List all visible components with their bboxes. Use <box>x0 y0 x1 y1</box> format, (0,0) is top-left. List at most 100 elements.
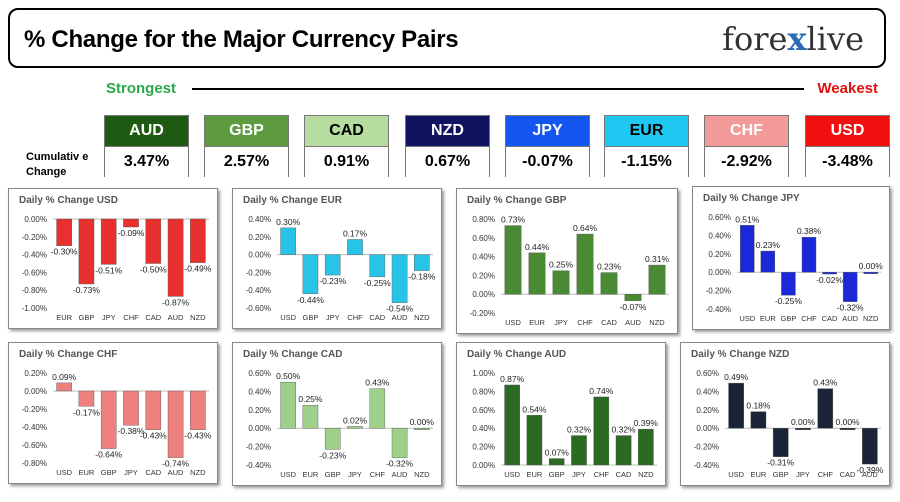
chart-panel-jpy: Daily % Change JPY 0.60% 0.40% 0.20% 0.00% -0… <box>692 186 890 330</box>
x-tick-label: USD <box>280 313 296 322</box>
y-tick-label: -0.60% <box>22 268 47 277</box>
chart-title: Daily % Change EUR <box>243 195 342 206</box>
chart-title: Daily % Change NZD <box>691 349 790 360</box>
data-label: -0.51% <box>95 265 122 275</box>
y-tick-label: 0.00% <box>24 215 47 224</box>
y-tick-label: 0.80% <box>472 387 495 396</box>
y-tick-label: 0.00% <box>472 290 495 299</box>
bar-chf <box>123 218 139 228</box>
y-tick-label: 0.40% <box>696 387 719 396</box>
x-tick-label: NZD <box>414 313 430 322</box>
y-tick-label: -0.40% <box>22 423 47 432</box>
bar-nzd <box>414 427 430 430</box>
data-label: 0.44% <box>525 242 550 252</box>
bar-cad <box>839 427 856 430</box>
data-label: 0.17% <box>343 228 368 238</box>
y-tick-label: 0.60% <box>696 369 719 378</box>
x-tick-label: EUR <box>760 314 776 323</box>
bar-gbp <box>302 254 319 294</box>
currency-box-chf: CHF -2.92% <box>704 115 789 177</box>
y-tick-label: 0.20% <box>248 406 271 415</box>
y-tick-label: -0.20% <box>470 309 495 318</box>
currency-cumulative-value: 3.47% <box>105 147 188 177</box>
x-tick-label: JPY <box>572 470 586 479</box>
bar-chf <box>576 233 594 295</box>
data-label: -0.43% <box>140 431 167 441</box>
y-tick-label: -0.20% <box>22 233 47 242</box>
chart-panel-cad: Daily % Change CAD 0.60% 0.40% 0.20% 0.00% -0… <box>232 342 442 486</box>
bar-eur <box>526 415 543 466</box>
x-tick-label: CHF <box>818 470 834 479</box>
x-tick-label: CAD <box>145 313 161 322</box>
title-box: % Change for the Major Currency Pairs fo… <box>8 8 886 68</box>
x-tick-label: NZD <box>414 470 430 479</box>
x-tick-label: CHF <box>123 313 139 322</box>
currency-cumulative-value: -0.07% <box>506 147 589 177</box>
x-tick-label: EUR <box>303 470 319 479</box>
currency-box-nzd: NZD 0.67% <box>405 115 490 177</box>
chart-title: Daily % Change GBP <box>467 195 567 206</box>
x-tick-label: EUR <box>529 318 545 327</box>
data-label: 0.30% <box>276 217 301 227</box>
bar-chart: 1.00% 0.80% 0.60% 0.40% 0.20% 0.00% 0.87% USD 0.… <box>472 369 658 479</box>
data-label: 0.43% <box>365 378 390 388</box>
y-tick-label: 0.00% <box>248 251 271 260</box>
bar-nzd <box>638 428 654 466</box>
bar-jpy <box>100 218 117 265</box>
bar-chart: 0.60% 0.40% 0.20% 0.00% -0.20% -0.40% 0.50% USD… <box>246 369 435 479</box>
bar-gbp <box>548 458 565 466</box>
bar-aud <box>842 271 858 302</box>
x-tick-label: USD <box>280 470 296 479</box>
currency-box-gbp: GBP 2.57% <box>204 115 289 177</box>
currency-box-jpy: JPY -0.07% <box>505 115 590 177</box>
bar-nzd <box>190 390 206 430</box>
data-label: 0.51% <box>735 214 760 224</box>
x-tick-label: JPY <box>554 318 568 327</box>
chart-title: Daily % Change JPY <box>703 193 800 204</box>
data-label: 0.00% <box>791 417 816 427</box>
x-tick-label: GBP <box>79 313 95 322</box>
y-tick-label: -0.20% <box>246 268 271 277</box>
currency-cumulative-value: 0.91% <box>305 147 388 177</box>
bar-cad <box>822 271 837 275</box>
data-label: 0.38% <box>797 226 822 236</box>
x-tick-label: CHF <box>347 313 363 322</box>
data-label: 0.23% <box>756 240 781 250</box>
x-tick-label: AUD <box>392 470 408 479</box>
bar-nzd <box>863 271 878 274</box>
x-tick-label: GBP <box>101 468 117 477</box>
y-tick-label: 0.40% <box>248 387 271 396</box>
x-tick-label: GBP <box>325 470 341 479</box>
chart-panel-aud: Daily % Change AUD 1.00% 0.80% 0.60% 0.40% 0.… <box>456 342 666 486</box>
data-label: 0.32% <box>567 425 592 435</box>
currency-code: AUD <box>105 116 188 147</box>
bar-chart: 0.20% 0.00% -0.20% -0.40% -0.60% -0.80% 0.09% U… <box>22 369 212 477</box>
cumulative-change-label: Cumulativ e Change <box>26 151 89 178</box>
data-label: 0.23% <box>597 262 622 272</box>
y-tick-label: 0.60% <box>248 369 271 378</box>
chart-panel-usd: Daily % Change USD 0.00% -0.20% -0.40% -0.60… <box>8 188 218 329</box>
data-label: 0.07% <box>545 448 570 458</box>
data-label: 0.02% <box>343 415 368 425</box>
data-label: -0.31% <box>767 458 794 468</box>
x-tick-label: CAD <box>822 314 838 323</box>
bar-chart: 0.60% 0.40% 0.20% 0.00% -0.20% -0.40% 0.49% USD… <box>694 369 884 479</box>
x-tick-label: CHF <box>594 470 610 479</box>
x-tick-label: GBP <box>303 313 319 322</box>
bar-cad <box>600 272 618 295</box>
y-tick-label: -0.20% <box>706 287 731 296</box>
currency-code: JPY <box>506 116 589 147</box>
x-tick-label: JPY <box>326 313 340 322</box>
data-label: -0.23% <box>319 450 346 460</box>
bar-eur <box>528 252 546 295</box>
y-tick-label: 0.00% <box>708 268 731 277</box>
bar-chf <box>369 388 386 429</box>
data-label: 0.73% <box>501 215 526 225</box>
y-tick-label: -0.60% <box>246 304 271 313</box>
bar-aud <box>862 427 878 465</box>
y-tick-label: 0.00% <box>696 424 719 433</box>
y-tick-label: 0.00% <box>472 461 495 470</box>
y-tick-label: -0.20% <box>246 443 271 452</box>
x-tick-label: CHF <box>577 318 593 327</box>
bar-aud <box>167 218 184 297</box>
